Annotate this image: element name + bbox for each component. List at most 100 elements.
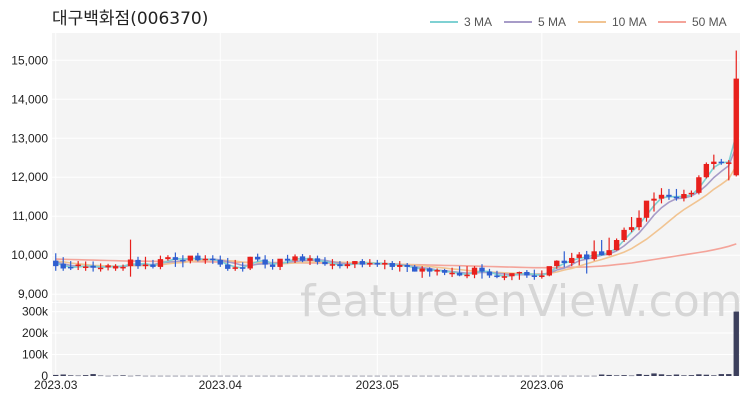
volume-bar [703, 374, 710, 376]
chart-title: 대구백화점(006370) [52, 9, 208, 29]
candle-body [247, 256, 253, 269]
candle-body [539, 275, 545, 277]
candle [202, 255, 208, 264]
candle-body [82, 266, 89, 269]
legend-label: 10 MA [612, 15, 647, 29]
volume-bar [127, 375, 134, 377]
volume-bar [726, 374, 732, 376]
candle [524, 270, 530, 278]
volume-bar [539, 375, 545, 377]
candle [53, 253, 59, 271]
volume-bar [569, 375, 575, 377]
volume-bar [658, 374, 665, 376]
volume-bar [628, 375, 635, 377]
candle-body [464, 274, 470, 277]
candle [75, 261, 81, 271]
volume-bar [471, 375, 478, 377]
candle-body [97, 267, 104, 270]
candle-body [681, 194, 687, 199]
volume-bar [314, 375, 321, 377]
candle [598, 240, 605, 256]
candle-body [53, 260, 59, 267]
candle [606, 237, 612, 256]
candle-body [673, 196, 680, 199]
volume-bar [232, 375, 238, 377]
volume-bar [509, 375, 515, 377]
candle [157, 255, 164, 270]
candle-body [240, 267, 246, 269]
candle-body [397, 264, 403, 267]
candle [426, 267, 433, 277]
candlesticks [53, 50, 739, 281]
candle-body [696, 177, 702, 193]
volume-bar [404, 375, 410, 377]
candle-body [666, 194, 672, 197]
price-tick-label: 11,000 [12, 209, 48, 223]
candle [726, 160, 732, 181]
candle [501, 273, 508, 281]
candle-body [112, 266, 119, 269]
candle-body [202, 258, 208, 261]
volume-bar [329, 375, 336, 377]
volume-bar [344, 375, 351, 377]
candle [60, 257, 66, 271]
volume-bar [531, 375, 538, 377]
candle [471, 266, 478, 279]
volume-bar [277, 375, 283, 377]
legend-label: 3 MA [464, 15, 492, 29]
candle [658, 188, 665, 204]
candle [112, 264, 119, 271]
candle-body [344, 264, 351, 267]
volume-bar [613, 375, 620, 376]
volume-bar [150, 375, 156, 377]
candle-body [516, 271, 523, 274]
candle [628, 217, 635, 233]
candle [441, 268, 448, 276]
candle-body [658, 194, 665, 199]
volume-bar [688, 375, 695, 376]
candle-body [210, 258, 216, 261]
candle [254, 253, 261, 262]
candle-body [546, 266, 552, 276]
candle-body [374, 263, 380, 265]
candle-body [314, 258, 321, 262]
candle [299, 254, 306, 263]
candle [509, 273, 515, 281]
legend: 3 MA 5 MA 10 MA 50 MA [430, 15, 727, 29]
volume-bars [53, 311, 739, 377]
candle [456, 266, 463, 277]
volume-bar [636, 374, 642, 376]
candle [97, 263, 104, 272]
volume-bar [75, 375, 81, 377]
candle [210, 255, 216, 264]
volume-bar [165, 375, 171, 377]
candle-body [262, 259, 268, 265]
volume-bar [157, 375, 164, 377]
volume-bar [262, 375, 268, 377]
candle [269, 259, 276, 270]
date-tick-label: 2023.06 [520, 378, 564, 392]
legend-item: 3 MA [430, 15, 492, 29]
candle-body [426, 268, 433, 272]
candle [225, 257, 231, 271]
candle-body [337, 264, 343, 267]
candle [172, 252, 179, 267]
ma3-line [55, 134, 738, 278]
volume-bar [696, 374, 702, 376]
volume-bar [621, 375, 627, 376]
candle-body [651, 198, 657, 201]
candle-body [382, 263, 388, 265]
volume-bar [187, 375, 194, 377]
volume-bar [53, 374, 59, 376]
volume-tick-label: 100k [22, 348, 49, 362]
candle-body [299, 256, 306, 261]
candle [187, 255, 194, 264]
candle-body [456, 272, 463, 276]
candle-body [554, 260, 560, 267]
candle [531, 269, 538, 280]
volume-bar [673, 374, 680, 376]
volume-tick-label: 300k [22, 305, 49, 319]
price-tick-label: 9,000 [18, 287, 48, 301]
candle-body [584, 254, 590, 260]
candle [292, 254, 298, 264]
